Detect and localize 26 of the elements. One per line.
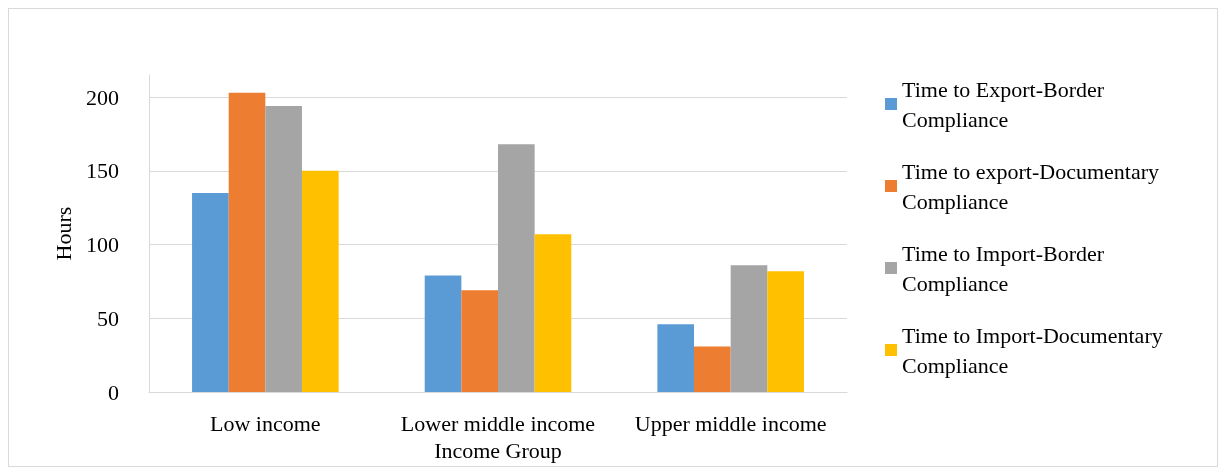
bar	[265, 105, 302, 393]
bar	[730, 265, 768, 393]
y-tick-label: 150	[86, 158, 119, 184]
x-axis-title: Income Group	[434, 437, 562, 463]
legend-label: Time to Import-Border Compliance	[902, 240, 1110, 296]
x-tick-label: Low income	[210, 410, 321, 436]
bar	[534, 234, 572, 393]
legend-label: Time to Import-Documentary Compliance	[902, 322, 1169, 378]
bar	[461, 290, 498, 393]
legend-label: Time to Export-Border Compliance	[902, 76, 1110, 132]
bar	[767, 271, 804, 393]
bar	[694, 346, 731, 393]
legend-label: Time to export-Documentary Compliance	[902, 158, 1165, 214]
bar	[301, 170, 339, 393]
bar	[498, 144, 535, 393]
y-tick-label: 50	[97, 305, 119, 331]
y-axis-title: Hours	[50, 206, 76, 261]
x-tick-label: Lower middle income	[400, 410, 596, 436]
y-tick-label: 100	[86, 232, 119, 258]
bar	[424, 275, 462, 393]
bar	[192, 192, 229, 393]
y-tick-label: 200	[86, 84, 119, 110]
y-tick-label: 0	[108, 379, 119, 405]
bar	[228, 92, 266, 393]
bar	[657, 324, 695, 393]
x-tick-label: Upper middle income	[634, 410, 827, 436]
